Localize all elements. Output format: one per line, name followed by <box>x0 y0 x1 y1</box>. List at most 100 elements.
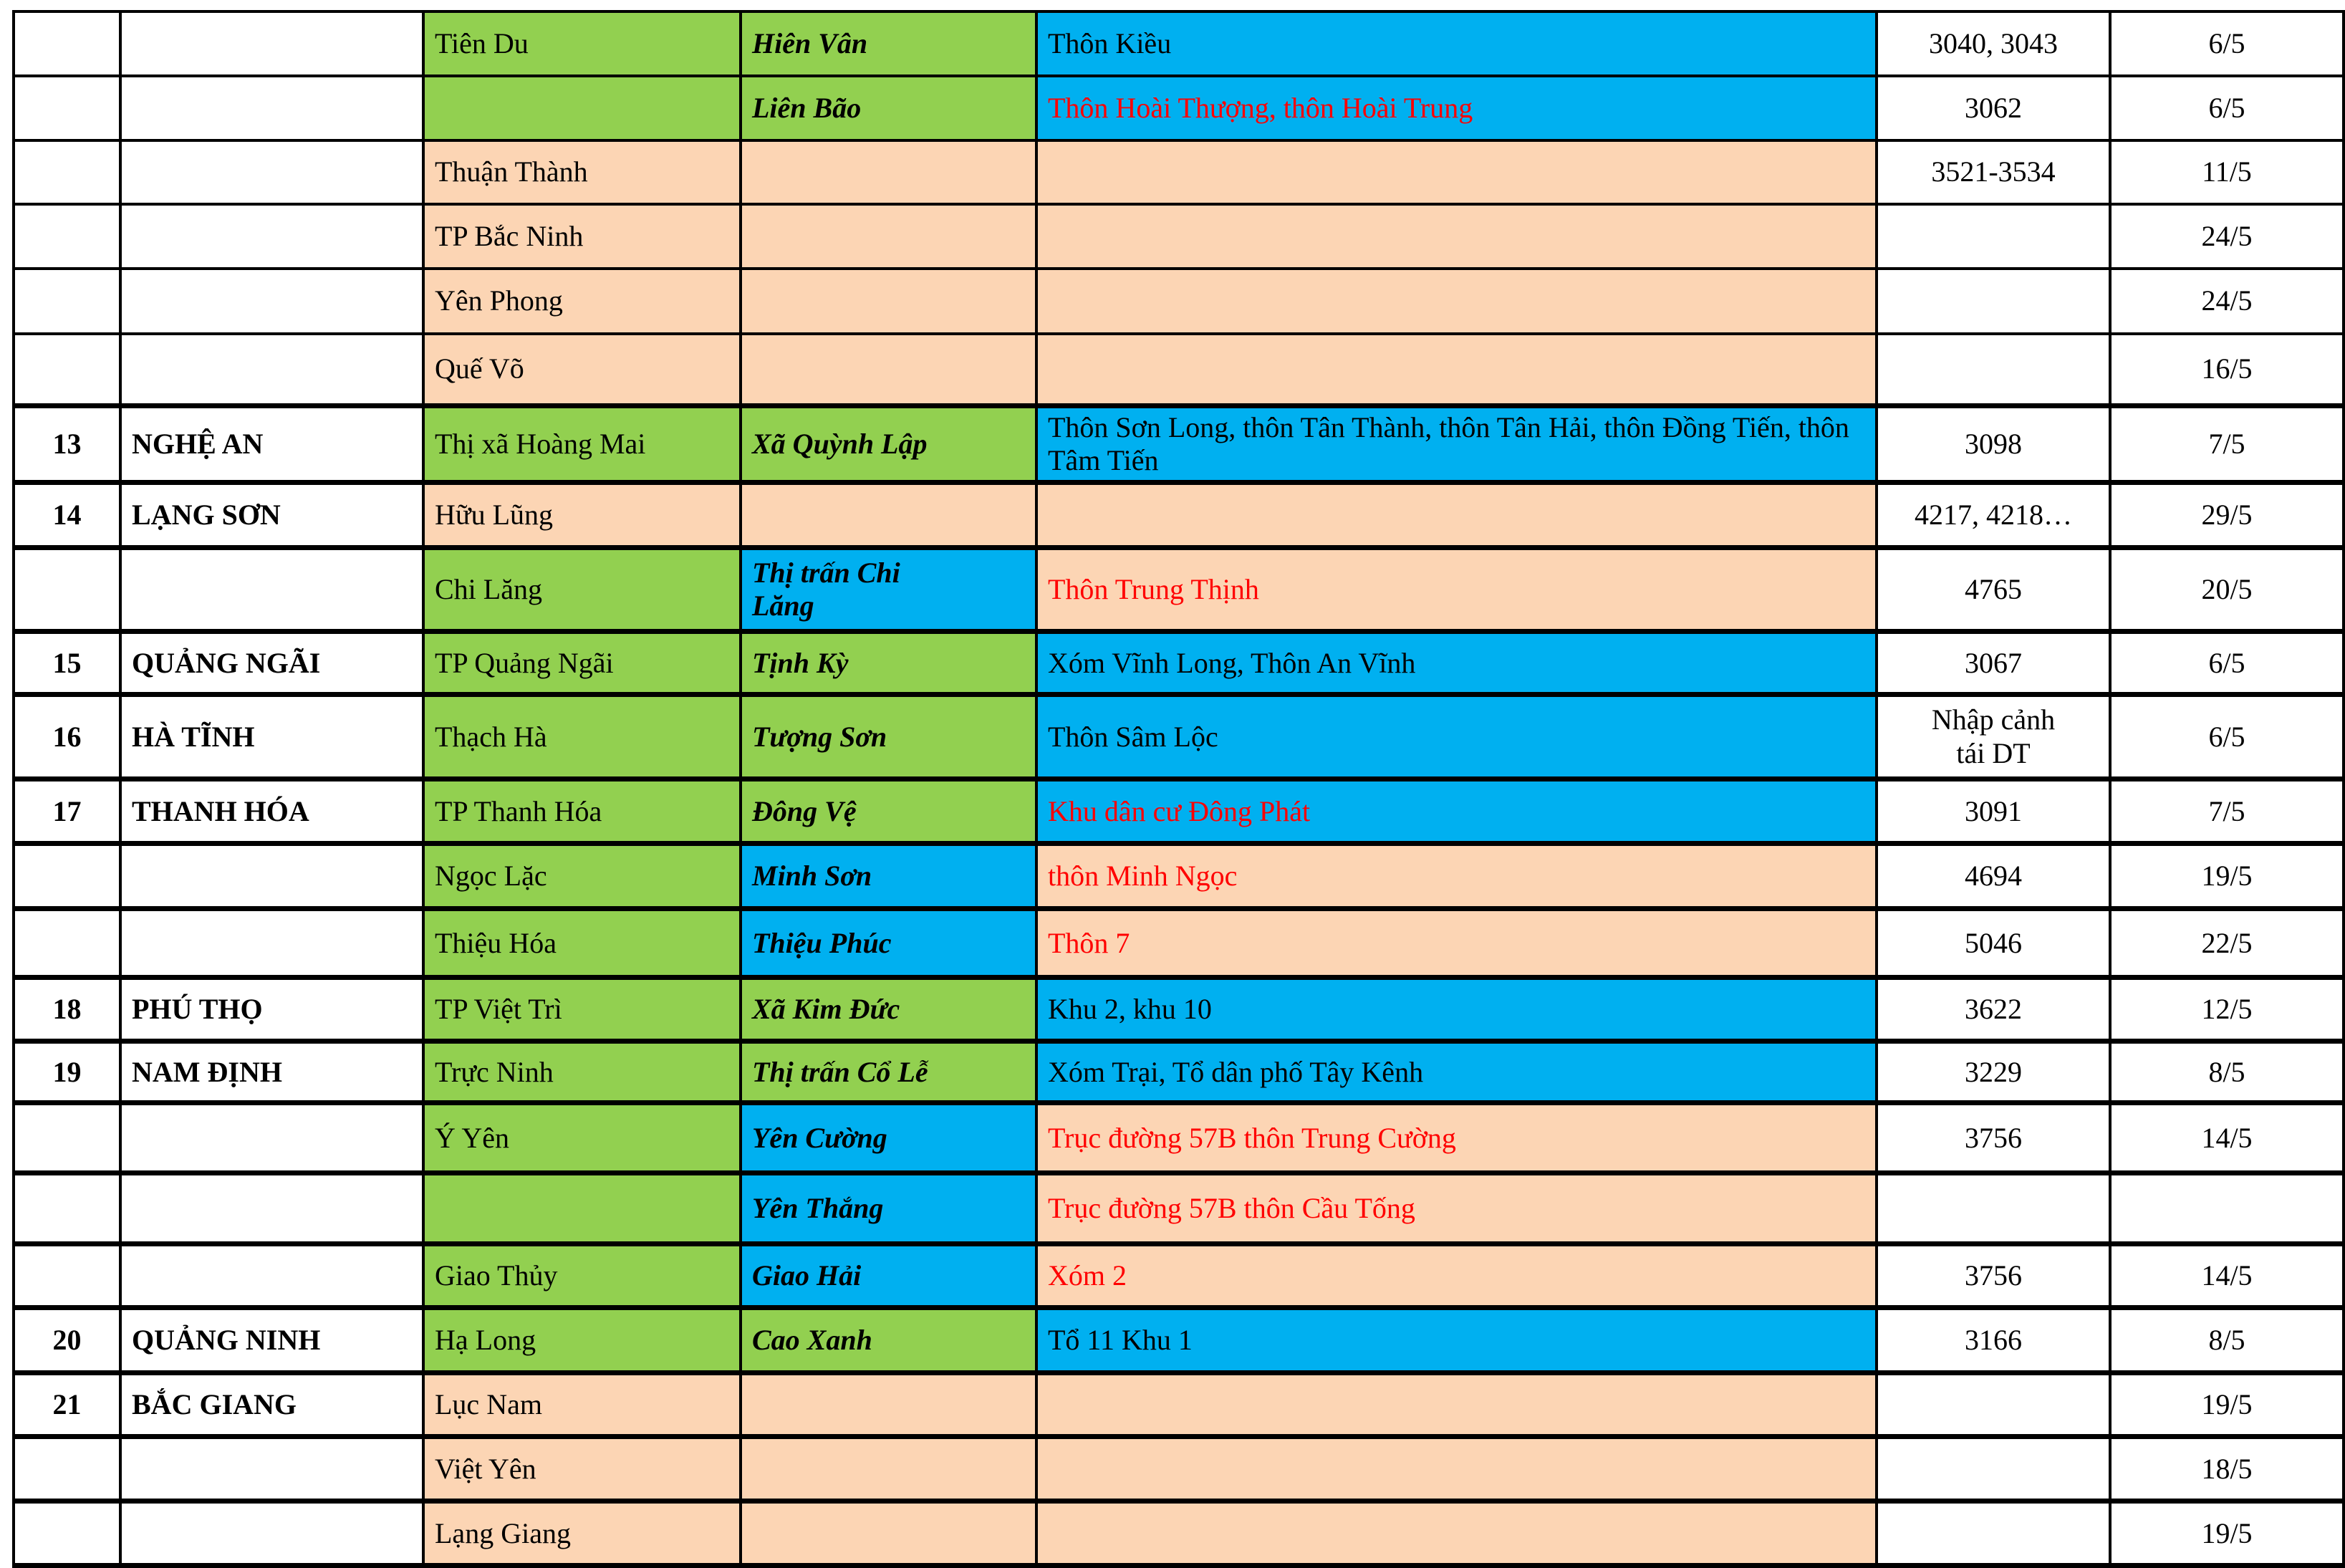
cell-commune: Yên Cường <box>739 1100 1038 1175</box>
cell-case-numbers: 3521-3534 <box>1875 139 2112 206</box>
cell-province: QUẢNG NINH <box>119 1305 425 1375</box>
cell-no <box>12 545 122 633</box>
cell-date: 7/5 <box>2109 776 2345 845</box>
cell-no <box>12 1434 122 1503</box>
outbreak-locations-page: Tiên Du Hiên Vân Thôn Kiều 3040, 3043 6/5 Liê… <box>12 10 2345 1568</box>
cell-province <box>119 139 425 206</box>
cell-hamlet: thôn Minh Ngọc <box>1035 841 1878 910</box>
cell-no: 18 <box>12 975 122 1043</box>
cell-commune: Giao Hải <box>739 1241 1038 1309</box>
cell-hamlet <box>1035 1370 1878 1438</box>
cell-no <box>12 1100 122 1175</box>
cell-case-numbers: Nhập cảnh tái DT <box>1875 692 2112 781</box>
table-row: 21 BẮC GIANG Lục Nam 19/5 <box>12 1370 2345 1438</box>
cell-no: 17 <box>12 776 122 845</box>
cell-hamlet: Thôn Sơn Long, thôn Tân Thành, thôn Tân … <box>1035 403 1878 484</box>
cell-no: 21 <box>12 1370 122 1438</box>
table-row: Ngọc Lặc Minh Sơn thôn Minh Ngọc 4694 19/5 <box>12 841 2345 910</box>
cell-date: 6/5 <box>2109 75 2345 142</box>
cell-district: Tiên Du <box>422 10 742 77</box>
cell-commune <box>739 480 1038 549</box>
table-body: Tiên Du Hiên Vân Thôn Kiều 3040, 3043 6/5 Liê… <box>12 10 2345 1567</box>
cell-hamlet <box>1035 267 1878 335</box>
table-row: Thiệu Hóa Thiệu Phúc Thôn 7 5046 22/5 <box>12 906 2345 979</box>
cell-hamlet: Thôn 7 <box>1035 906 1878 979</box>
cell-province: PHÚ THỌ <box>119 975 425 1043</box>
cell-province <box>119 75 425 142</box>
cell-commune <box>739 1434 1038 1503</box>
cell-province: HÀ TĨNH <box>119 692 425 781</box>
cell-date: 6/5 <box>2109 692 2345 781</box>
cell-case-numbers: 3091 <box>1875 776 2112 845</box>
cell-district: Giao Thủy <box>422 1241 742 1309</box>
cell-date: 20/5 <box>2109 545 2345 633</box>
table-row: 14 LẠNG SƠN Hữu Lũng 4217, 4218… 29/5 <box>12 480 2345 549</box>
cell-date: 8/5 <box>2109 1039 2345 1105</box>
cell-province <box>119 1241 425 1309</box>
cell-case-numbers <box>1875 1370 2112 1438</box>
cell-district <box>422 1170 742 1246</box>
cell-hamlet: Khu dân cư Đông Phát <box>1035 776 1878 845</box>
cell-no <box>12 75 122 142</box>
cell-case-numbers: 3062 <box>1875 75 2112 142</box>
cell-district: Ý Yên <box>422 1100 742 1175</box>
cell-district: TP Bắc Ninh <box>422 203 742 270</box>
cell-date: 7/5 <box>2109 403 2345 484</box>
cell-case-numbers: 3622 <box>1875 975 2112 1043</box>
cell-commune <box>739 139 1038 206</box>
cell-no: 20 <box>12 1305 122 1375</box>
cell-case-numbers: 5046 <box>1875 906 2112 979</box>
cell-province <box>119 10 425 77</box>
cell-no <box>12 1499 122 1567</box>
cell-date: 12/5 <box>2109 975 2345 1043</box>
cell-date: 22/5 <box>2109 906 2345 979</box>
cell-case-numbers <box>1875 267 2112 335</box>
cell-district: Lục Nam <box>422 1370 742 1438</box>
cell-province <box>119 906 425 979</box>
cell-date: 29/5 <box>2109 480 2345 549</box>
cell-date: 8/5 <box>2109 1305 2345 1375</box>
cell-province: BẮC GIANG <box>119 1370 425 1438</box>
cell-commune: Đông Vệ <box>739 776 1038 845</box>
cell-district: TP Quảng Ngãi <box>422 629 742 696</box>
outbreak-locations-table: Tiên Du Hiên Vân Thôn Kiều 3040, 3043 6/5 Liê… <box>12 10 2345 1568</box>
cell-province <box>119 1170 425 1246</box>
table-row: Yên Phong 24/5 <box>12 267 2345 335</box>
cell-province: NAM ĐỊNH <box>119 1039 425 1105</box>
cell-date: 14/5 <box>2109 1100 2345 1175</box>
cell-case-numbers <box>1875 203 2112 270</box>
cell-district: Trực Ninh <box>422 1039 742 1105</box>
cell-date: 6/5 <box>2109 629 2345 696</box>
cell-province: LẠNG SƠN <box>119 480 425 549</box>
table-row: 15 QUẢNG NGÃI TP Quảng Ngãi Tịnh Kỳ Xóm Vĩnh… <box>12 629 2345 696</box>
cell-hamlet: Trục đường 57B thôn Cầu Tống <box>1035 1170 1878 1246</box>
table-row: Tiên Du Hiên Vân Thôn Kiều 3040, 3043 6/5 <box>12 10 2345 77</box>
cell-no <box>12 906 122 979</box>
cell-district <box>422 75 742 142</box>
cell-district: Thạch Hà <box>422 692 742 781</box>
cell-case-numbers: 3040, 3043 <box>1875 10 2112 77</box>
cell-commune: Minh Sơn <box>739 841 1038 910</box>
cell-commune: Thị trấn Cổ Lễ <box>739 1039 1038 1105</box>
cell-hamlet <box>1035 1434 1878 1503</box>
cell-province: QUẢNG NGÃI <box>119 629 425 696</box>
table-row: 18 PHÚ THỌ TP Việt Trì Xã Kim Đức Khu 2, khu… <box>12 975 2345 1043</box>
cell-case-numbers <box>1875 1499 2112 1567</box>
table-row: 13 NGHỆ AN Thị xã Hoàng Mai Xã Quỳnh Lập Thô… <box>12 403 2345 484</box>
cell-district: Thuận Thành <box>422 139 742 206</box>
cell-commune <box>739 332 1038 407</box>
cell-case-numbers <box>1875 1170 2112 1246</box>
cell-case-numbers: 3098 <box>1875 403 2112 484</box>
cell-district: TP Thanh Hóa <box>422 776 742 845</box>
cell-district: Lạng Giang <box>422 1499 742 1567</box>
cell-date: 24/5 <box>2109 203 2345 270</box>
cell-commune: Liên Bão <box>739 75 1038 142</box>
cell-hamlet: Thôn Trung Thịnh <box>1035 545 1878 633</box>
cell-commune: Thiệu Phúc <box>739 906 1038 979</box>
cell-case-numbers: 3756 <box>1875 1241 2112 1309</box>
cell-no <box>12 841 122 910</box>
cell-no <box>12 10 122 77</box>
cell-district: Quế Võ <box>422 332 742 407</box>
cell-no: 13 <box>12 403 122 484</box>
cell-case-numbers: 3756 <box>1875 1100 2112 1175</box>
